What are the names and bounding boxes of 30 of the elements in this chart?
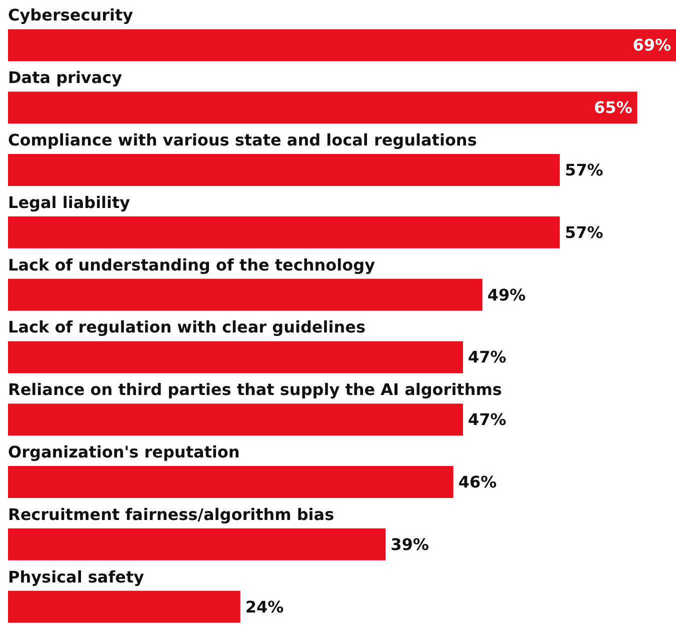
bar — [8, 466, 454, 498]
data-label: 49% — [487, 285, 526, 304]
y-tick-label: Physical safety — [8, 567, 145, 586]
bar — [8, 341, 464, 374]
data-label: 57% — [564, 222, 604, 242]
y-tick-label: Organization's reputation — [8, 442, 240, 462]
data-label: 69% — [632, 36, 671, 55]
data-label: 24% — [245, 597, 284, 616]
data-label: 47% — [468, 348, 506, 367]
bar — [8, 278, 482, 311]
bar — [8, 404, 464, 436]
y-tick-label: Lack of understanding of the technology — [8, 255, 376, 274]
y-tick-label: Data privacy — [8, 68, 123, 88]
data-label: 65% — [594, 98, 632, 118]
bar — [8, 154, 560, 186]
bar — [8, 92, 638, 124]
data-label: 47% — [468, 410, 506, 430]
y-tick-label: Recruitment fairness/algorithm bias — [8, 504, 334, 524]
bar — [8, 216, 560, 248]
data-label: 46% — [458, 472, 497, 492]
data-label: 57% — [564, 160, 604, 180]
bar — [8, 29, 676, 62]
bar — [8, 590, 240, 623]
bar — [8, 528, 386, 560]
y-tick-label: Reliance on third parties that supply the AI algorithms — [8, 380, 502, 400]
data-label: 39% — [390, 534, 429, 554]
y-tick-label: Legal liability — [8, 192, 131, 212]
y-tick-label: Cybersecurity — [8, 6, 134, 25]
y-tick-label: Lack of regulation with clear guidelines — [8, 318, 366, 337]
y-tick-label: Compliance with various state and local regulations — [8, 130, 477, 150]
